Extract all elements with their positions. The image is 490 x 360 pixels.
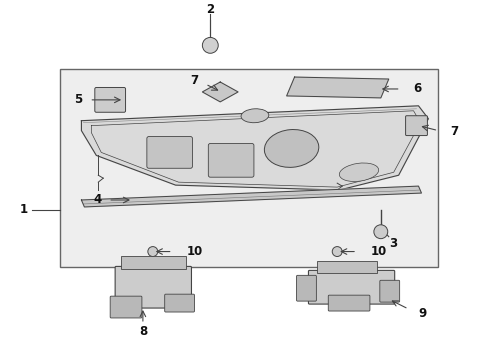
- Circle shape: [332, 247, 342, 257]
- Circle shape: [111, 95, 121, 105]
- Bar: [121, 256, 186, 269]
- Ellipse shape: [241, 109, 269, 123]
- FancyBboxPatch shape: [296, 275, 317, 301]
- Polygon shape: [287, 77, 389, 98]
- Ellipse shape: [340, 163, 379, 181]
- Text: 6: 6: [414, 82, 422, 95]
- FancyBboxPatch shape: [380, 280, 400, 302]
- Polygon shape: [202, 82, 238, 102]
- Text: 2: 2: [206, 3, 214, 16]
- Text: 10: 10: [371, 245, 387, 258]
- Text: 7: 7: [191, 73, 198, 86]
- Text: 10: 10: [187, 245, 203, 258]
- Bar: [60, 69, 439, 267]
- FancyBboxPatch shape: [208, 144, 254, 177]
- FancyBboxPatch shape: [110, 296, 142, 318]
- Text: 8: 8: [139, 325, 147, 338]
- Text: 5: 5: [74, 93, 83, 106]
- FancyBboxPatch shape: [328, 295, 370, 311]
- FancyBboxPatch shape: [95, 87, 125, 112]
- FancyBboxPatch shape: [165, 294, 195, 312]
- Ellipse shape: [265, 130, 319, 167]
- FancyBboxPatch shape: [406, 116, 427, 136]
- Text: 1: 1: [20, 203, 28, 216]
- Polygon shape: [81, 186, 421, 207]
- Circle shape: [202, 37, 218, 53]
- FancyBboxPatch shape: [308, 270, 394, 304]
- Polygon shape: [81, 106, 428, 190]
- FancyBboxPatch shape: [115, 266, 192, 308]
- Text: 4: 4: [93, 193, 101, 207]
- FancyBboxPatch shape: [147, 136, 193, 168]
- Text: 9: 9: [418, 306, 427, 320]
- Circle shape: [148, 247, 158, 257]
- Bar: [318, 261, 377, 273]
- Text: 7: 7: [450, 125, 458, 138]
- Text: 3: 3: [390, 237, 398, 250]
- Circle shape: [374, 225, 388, 239]
- Circle shape: [99, 95, 109, 105]
